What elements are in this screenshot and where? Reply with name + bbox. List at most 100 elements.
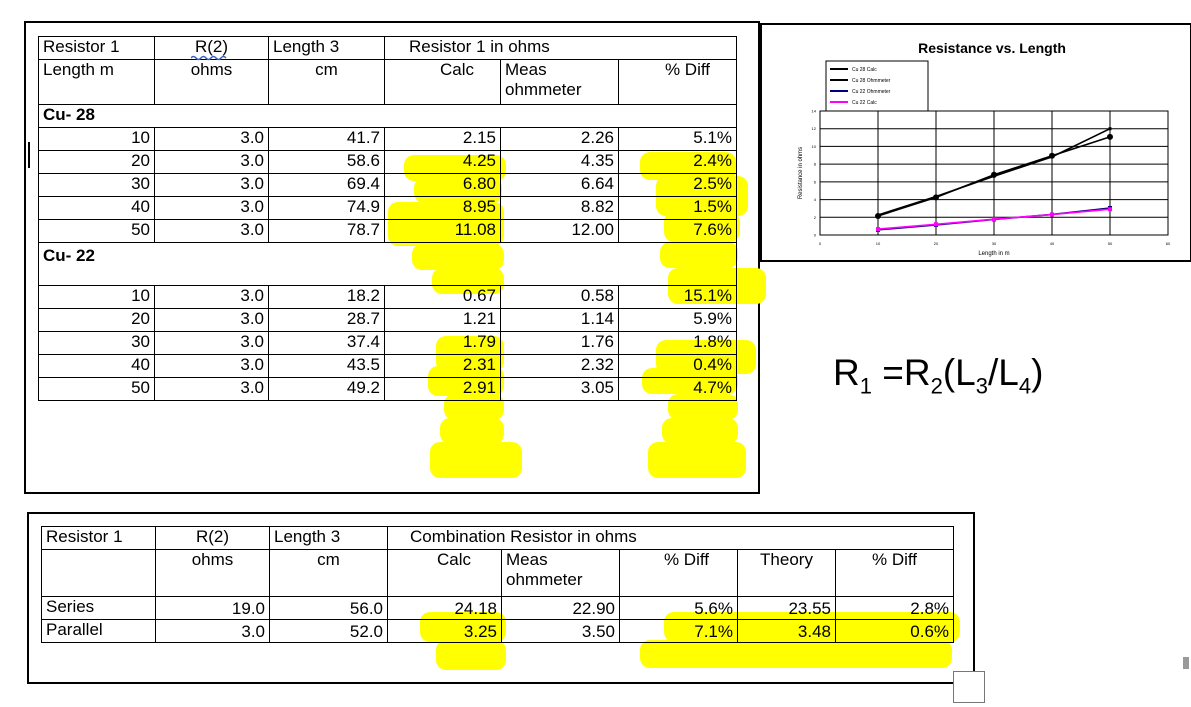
cell: 40 [38, 354, 155, 378]
table-subheader-row: ohms cm Calc Meas ohmmeter % Diff Theory … [41, 549, 955, 597]
table-row: 10 3.0 41.7 2.15 2.26 5.1% [38, 127, 737, 151]
cell-pct-diff: 15.1% [618, 285, 737, 309]
cell: 3.0 [154, 150, 269, 174]
cell: 37.4 [268, 331, 385, 355]
cell: 43.5 [268, 354, 385, 378]
cell-pct-diff-2: 0.6% [834, 619, 955, 643]
table-header-row: Resistor 1 R(2) Length 3 Resistor 1 in o… [38, 36, 737, 61]
data-point [1108, 127, 1112, 131]
cell: 3.0 [154, 196, 269, 220]
highlight-mark [662, 418, 738, 444]
y-tick-label: 14 [812, 109, 817, 114]
legend-entry: Cu 28 Ohmmeter [852, 78, 891, 84]
cell-calc: 1.79 [384, 331, 501, 355]
header-empty [41, 549, 156, 597]
header-calc: Calc [384, 59, 501, 105]
cell-meas: 1.76 [500, 331, 619, 355]
cell: 69.4 [268, 173, 385, 197]
header-length-m: Length m [38, 59, 155, 105]
cell-theory: 23.55 [737, 596, 836, 620]
cell-meas: 3.05 [500, 377, 619, 401]
y-tick-label: 10 [812, 144, 817, 149]
y-axis-label: Resistance in ohms [798, 147, 804, 199]
cell: 30 [38, 173, 155, 197]
cell-calc: 2.15 [384, 127, 501, 151]
cell-meas: 0.58 [500, 285, 619, 309]
cell: 19.0 [155, 596, 270, 620]
highlight-mark [640, 640, 952, 668]
y-tick-label: 0 [814, 233, 817, 238]
section-row: Cu- 22 [38, 242, 737, 286]
table-row: 50 3.0 78.7 11.08 12.00 7.6% [38, 219, 737, 243]
y-tick-label: 2 [814, 215, 817, 220]
cell-pct-diff: 5.6% [619, 596, 738, 620]
cell-pct-diff: 1.5% [618, 196, 737, 220]
cell: 58.6 [268, 150, 385, 174]
table-row: 30 3.0 37.4 1.79 1.76 1.8% [38, 331, 737, 355]
header-r2[interactable]: R(2) [154, 36, 269, 61]
data-point [1108, 207, 1112, 212]
cell: 3.0 [154, 127, 269, 151]
cell-calc: 11.08 [384, 219, 501, 243]
header-r2: R(2) [155, 526, 270, 550]
highlight-mark [430, 442, 522, 478]
cell-calc: 6.80 [384, 173, 501, 197]
header-length-3: Length 3 [269, 526, 388, 550]
header-cm: cm [269, 549, 388, 597]
data-point [992, 174, 996, 178]
header-ohms: ohms [154, 59, 269, 105]
cell: 3.0 [154, 331, 269, 355]
cell: 3.0 [154, 377, 269, 401]
cell: 10 [38, 127, 155, 151]
cell: 40 [38, 196, 155, 220]
x-tick-label: 40 [1050, 241, 1055, 246]
section-label-cu22: Cu- 22 [38, 242, 737, 286]
spellcheck-squiggle [191, 55, 227, 61]
cell-calc: 3.25 [387, 619, 502, 643]
cell-meas: 1.14 [500, 308, 619, 332]
scroll-edge-marker [1183, 657, 1189, 669]
header-theory: Theory [737, 549, 836, 597]
x-tick-label: 30 [992, 241, 997, 246]
cell-pct-diff: 1.8% [618, 331, 737, 355]
legend-entry: Cu 22 Calc [852, 100, 877, 106]
table-row: Series 19.0 56.0 24.18 22.90 5.6% 23.55 … [41, 596, 955, 620]
table-header-row: Resistor 1 R(2) Length 3 Combination Res… [41, 526, 955, 550]
chart-frame[interactable]: Resistance vs. Length 0 10 20 30 40 50 60 0 2 4 6 8 1… [760, 23, 1191, 262]
cell: 50 [38, 219, 155, 243]
data-point [876, 213, 880, 217]
cell: 28.7 [268, 308, 385, 332]
cell-meas: 3.50 [501, 619, 620, 643]
table-row: 10 3.0 18.2 0.67 0.58 15.1% [38, 285, 737, 309]
table-combination: Resistor 1 R(2) Length 3 Combination Res… [41, 526, 955, 643]
cell-calc: 24.18 [387, 596, 502, 620]
cell-theory: 3.48 [737, 619, 836, 643]
table-row: 40 3.0 43.5 2.31 2.32 0.4% [38, 354, 737, 378]
resistance-length-chart: Resistance vs. Length 0 10 20 30 40 50 60 0 2 4 6 8 1… [798, 40, 1171, 257]
cell: 3.0 [154, 308, 269, 332]
header-meas: Meas ohmmeter [500, 59, 619, 105]
cell-calc: 4.25 [384, 150, 501, 174]
cell: 3.0 [154, 285, 269, 309]
cell-pct-diff: 0.4% [618, 354, 737, 378]
table-row: 40 3.0 74.9 8.95 8.82 1.5% [38, 196, 737, 220]
x-tick-label: 60 [1166, 241, 1171, 246]
table-resistor-1: Resistor 1 R(2) Length 3 Resistor 1 in o… [38, 36, 737, 401]
cell-meas: 22.90 [501, 596, 620, 620]
highlight-mark [440, 418, 504, 444]
chart-title: Resistance vs. Length [918, 40, 1066, 56]
header-combination-resistor: Combination Resistor in ohms [386, 526, 955, 550]
resize-handle[interactable] [953, 671, 985, 703]
cell-meas: 2.26 [500, 127, 619, 151]
cell-pct-diff: 7.1% [619, 619, 738, 643]
cell-calc: 2.91 [384, 377, 501, 401]
data-point [1107, 133, 1113, 140]
cell: 56.0 [269, 596, 388, 620]
header-resistor-1: Resistor 1 [41, 526, 156, 550]
y-tick-label: 6 [814, 179, 817, 184]
cell-calc: 0.67 [384, 285, 501, 309]
header-resistor-1-in-ohms: Resistor 1 in ohms [384, 36, 737, 60]
data-point [1050, 212, 1054, 217]
formula: R1 =R2(L3/L4) [833, 352, 1044, 399]
cell: 18.2 [268, 285, 385, 309]
